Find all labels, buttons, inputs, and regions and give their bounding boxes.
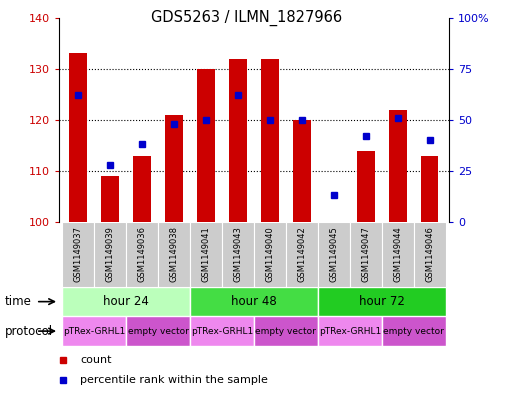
Bar xyxy=(62,316,126,346)
Bar xyxy=(254,222,286,287)
Text: empty vector: empty vector xyxy=(383,327,444,336)
Text: pTRex-GRHL1: pTRex-GRHL1 xyxy=(191,327,253,336)
Bar xyxy=(222,222,254,287)
Bar xyxy=(389,110,406,222)
Text: count: count xyxy=(81,355,112,365)
Text: GSM1149042: GSM1149042 xyxy=(298,226,306,282)
Bar xyxy=(229,59,247,222)
Bar xyxy=(421,156,439,222)
Text: protocol: protocol xyxy=(5,325,53,338)
Bar xyxy=(69,53,87,222)
Bar xyxy=(133,156,151,222)
Bar xyxy=(318,316,382,346)
Text: hour 24: hour 24 xyxy=(103,295,149,308)
Bar xyxy=(318,287,446,316)
Text: GSM1149038: GSM1149038 xyxy=(169,226,179,282)
Bar xyxy=(382,316,446,346)
Text: empty vector: empty vector xyxy=(128,327,188,336)
Text: empty vector: empty vector xyxy=(255,327,317,336)
Bar xyxy=(254,316,318,346)
Text: GSM1149047: GSM1149047 xyxy=(361,226,370,282)
Text: GSM1149043: GSM1149043 xyxy=(233,226,243,282)
Text: GSM1149040: GSM1149040 xyxy=(265,226,274,282)
Bar xyxy=(62,287,190,316)
Text: pTRex-GRHL1: pTRex-GRHL1 xyxy=(63,327,125,336)
Bar xyxy=(293,120,311,222)
Bar xyxy=(190,316,254,346)
Bar xyxy=(382,222,413,287)
Text: GSM1149041: GSM1149041 xyxy=(202,226,210,282)
Text: percentile rank within the sample: percentile rank within the sample xyxy=(81,375,268,386)
Bar xyxy=(126,316,190,346)
Bar xyxy=(190,222,222,287)
Bar xyxy=(413,222,446,287)
Text: GSM1149046: GSM1149046 xyxy=(425,226,434,282)
Text: hour 72: hour 72 xyxy=(359,295,405,308)
Bar xyxy=(357,151,374,222)
Text: pTRex-GRHL1: pTRex-GRHL1 xyxy=(319,327,381,336)
Bar xyxy=(94,222,126,287)
Text: GSM1149045: GSM1149045 xyxy=(329,226,339,282)
Bar xyxy=(158,222,190,287)
Text: GSM1149039: GSM1149039 xyxy=(106,226,114,282)
Bar xyxy=(350,222,382,287)
Text: GSM1149044: GSM1149044 xyxy=(393,226,402,282)
Text: GSM1149037: GSM1149037 xyxy=(74,226,83,282)
Bar xyxy=(261,59,279,222)
Text: hour 48: hour 48 xyxy=(231,295,277,308)
Bar xyxy=(286,222,318,287)
Bar xyxy=(62,222,94,287)
Text: GDS5263 / ILMN_1827966: GDS5263 / ILMN_1827966 xyxy=(151,10,342,26)
Text: time: time xyxy=(5,295,32,308)
Bar xyxy=(190,287,318,316)
Text: GSM1149036: GSM1149036 xyxy=(137,226,147,282)
Bar xyxy=(197,69,215,222)
Bar xyxy=(318,222,350,287)
Bar xyxy=(126,222,158,287)
Bar xyxy=(102,176,119,222)
Bar xyxy=(165,115,183,222)
